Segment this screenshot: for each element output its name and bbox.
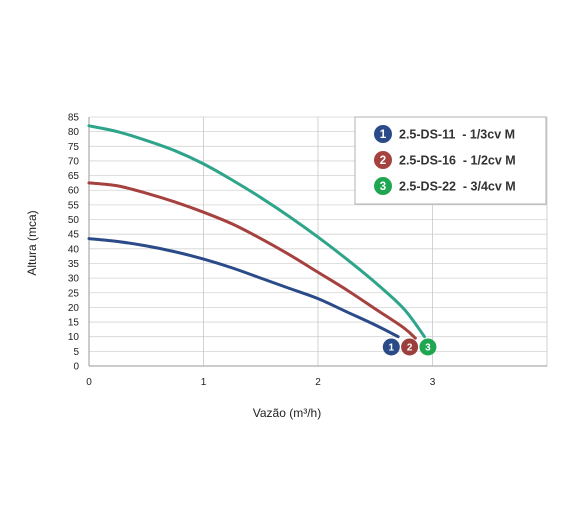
y-tick-label: 40 [68, 244, 80, 255]
y-tick-label: 30 [68, 274, 80, 285]
y-tick-label: 35 [68, 259, 80, 270]
x-tick-label: 2 [315, 377, 321, 388]
y-tick-label: 80 [68, 127, 80, 138]
y-axis-ticks: 0 5 10 15 20 25 30 35 40 45 50 55 60 65 70 75 80 85 [68, 113, 80, 373]
end-marker-circle [401, 338, 419, 356]
end-marker-3: 3 [419, 338, 437, 356]
y-tick-label: 5 [73, 347, 79, 358]
chart-axes [88, 117, 547, 367]
y-tick-label: 25 [68, 288, 80, 299]
y-tick-label: 50 [68, 215, 80, 226]
end-marker-label: 3 [425, 343, 431, 354]
legend-marker-number: 2 [380, 155, 386, 167]
end-marker-circle [382, 338, 400, 356]
legend-marker [374, 177, 392, 195]
x-axis-label: Vazão (m³/h) [253, 406, 321, 420]
y-tick-label: 75 [68, 142, 80, 153]
end-marker-1: 1 [382, 338, 400, 356]
legend-item-1: 1 2.5-DS-11 - 1/3cv M [374, 125, 515, 143]
y-tick-label: 10 [68, 332, 80, 343]
legend-item-3: 3 2.5-DS-22 - 3/4cv M [374, 177, 516, 195]
legend-label: 2.5-DS-22 - 3/4cv M [399, 180, 516, 194]
y-tick-label: 0 [73, 362, 79, 373]
y-tick-label: 20 [68, 303, 80, 314]
end-marker-label: 2 [407, 343, 413, 354]
y-tick-label: 85 [68, 113, 80, 124]
end-marker-label: 1 [388, 343, 394, 354]
legend-marker-number: 3 [380, 181, 386, 193]
end-marker-circle [419, 338, 437, 356]
legend-marker-number: 1 [380, 129, 387, 141]
legend-label: 2.5-DS-16 - 1/2cv M [399, 154, 516, 168]
y-axis-label: Altura (mca) [25, 210, 39, 275]
series-line-1 [87, 237, 400, 339]
x-tick-label: 0 [86, 377, 92, 388]
x-tick-label: 3 [430, 377, 436, 388]
y-tick-label: 55 [68, 200, 80, 211]
chart-legend: 1 2.5-DS-11 - 1/3cv M 2 2.5-DS-16 - 1/2cv M… [354, 116, 547, 205]
y-tick-label: 65 [68, 171, 80, 182]
legend-item-2: 2 2.5-DS-16 - 1/2cv M [374, 151, 516, 169]
legend-label: 2.5-DS-11 - 1/3cv M [399, 128, 515, 142]
series-lines [87, 124, 426, 340]
x-axis-ticks: 0 1 2 3 [86, 377, 436, 388]
series-line-3 [87, 124, 426, 339]
y-tick-label: 15 [68, 318, 80, 329]
legend-marker [374, 125, 392, 143]
series-end-markers: 1 2 3 [382, 338, 437, 356]
y-tick-label: 45 [68, 230, 80, 241]
end-marker-2: 2 [401, 338, 419, 356]
y-tick-label: 70 [68, 156, 80, 167]
x-tick-label: 1 [201, 377, 207, 388]
legend-marker [374, 151, 392, 169]
series-line-2 [87, 181, 417, 340]
y-tick-label: 60 [68, 186, 80, 197]
